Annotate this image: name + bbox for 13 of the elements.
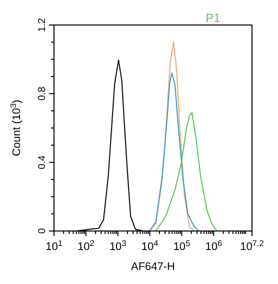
x-tick-label: 10$^{1}$ [46, 238, 63, 253]
x-tick-label: 10$^{2}$ [78, 238, 95, 253]
x-axis-title: AF647-H [130, 261, 176, 273]
x-tick-label: 10$^{4}$ [141, 238, 159, 253]
y-tick-label: 1.2 [37, 18, 48, 32]
y-tick-label: 0.4 [37, 154, 48, 170]
x-tick-label: 10$^{7.2}$ [240, 238, 264, 253]
x-tick-label: 10$^{6}$ [205, 238, 223, 253]
x-tick-label: 10$^{3}$ [109, 238, 127, 253]
y-tick-label: 0.8 [37, 86, 48, 101]
y-tick-label: 0 [37, 228, 48, 234]
x-tick-label: 10$^{5}$ [173, 238, 191, 253]
chart-title: P1 [206, 11, 221, 25]
